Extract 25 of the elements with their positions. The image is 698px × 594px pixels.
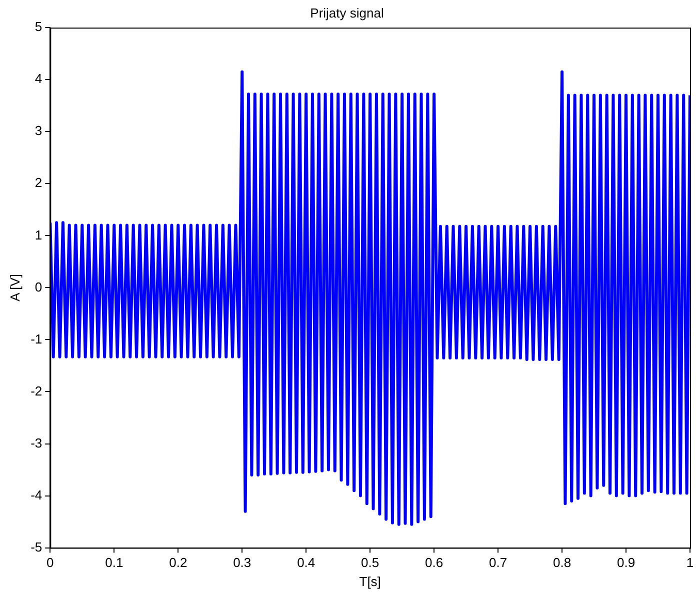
y-tick-label: -1 [30, 331, 42, 346]
y-tick-label: -5 [30, 539, 42, 554]
y-tick-label: 3 [34, 123, 42, 138]
x-tick-label: 0.5 [361, 555, 380, 570]
x-tick-label: 0.8 [552, 555, 572, 570]
x-tick-label: 0.9 [616, 555, 636, 570]
y-tick-label: 4 [34, 71, 42, 86]
x-tick-label: 0.2 [169, 555, 188, 570]
x-tick-label: 0.1 [105, 555, 124, 570]
x-tick-label: 0.7 [489, 555, 508, 570]
y-tick-label: 1 [34, 227, 42, 242]
y-axis-title: A [V] [7, 274, 22, 302]
x-axis-title: T[s] [359, 574, 381, 589]
y-tick-label: -4 [30, 487, 42, 502]
x-tick-label: 0.6 [425, 555, 444, 570]
x-tick-label: 0 [46, 555, 54, 570]
y-tick-label: -2 [30, 383, 42, 398]
x-tick-label: 0.4 [297, 555, 316, 570]
y-tick-label: 5 [34, 19, 42, 34]
chart-title: Prijaty signal [310, 5, 384, 20]
x-tick-label: 0.3 [233, 555, 252, 570]
y-tick-label: 2 [34, 175, 42, 190]
y-tick-label: -3 [30, 435, 42, 450]
y-tick-label: 0 [34, 279, 42, 294]
x-tick-label: 1 [686, 555, 694, 570]
